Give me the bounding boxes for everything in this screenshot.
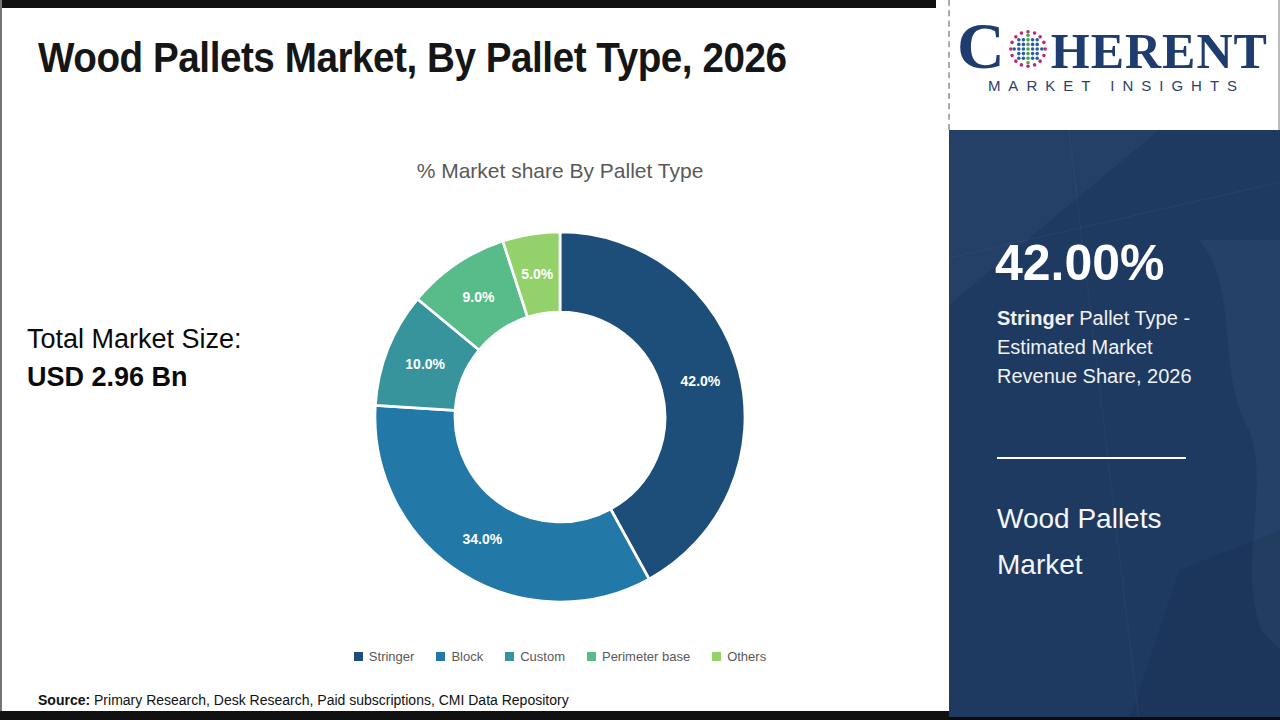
legend-swatch: [505, 652, 514, 661]
legend-label: Stringer: [369, 649, 415, 664]
top-border-bar: [0, 0, 936, 8]
logo-letter-c: C: [957, 20, 1005, 73]
divider-line: [997, 457, 1186, 459]
logo-wordmark: C HERENT: [955, 20, 1270, 73]
bottom-border-bar: [0, 711, 949, 720]
total-market-size-value: USD 2.96 Bn: [27, 362, 188, 393]
legend-item-others: Others: [712, 649, 766, 664]
dashed-separator: [948, 0, 950, 130]
legend-item-custom: Custom: [505, 649, 565, 664]
legend-label: Perimeter base: [602, 649, 690, 664]
legend-item-stringer: Stringer: [354, 649, 415, 664]
source-text: Primary Research, Desk Research, Paid su…: [90, 692, 569, 708]
world-map-texture: [949, 130, 1280, 720]
donut-slice-block: [375, 405, 649, 602]
donut-slice-label: 42.0%: [681, 373, 721, 389]
donut-slice-label: 34.0%: [462, 531, 502, 547]
legend-swatch: [436, 652, 445, 661]
legend-item-perimeter-base: Perimeter base: [587, 649, 690, 664]
left-border-bar: [0, 0, 2, 720]
legend-label: Others: [727, 649, 766, 664]
donut-slice-label: 5.0%: [521, 266, 553, 282]
logo-letters-rest: HERENT: [1051, 29, 1268, 73]
legend-swatch: [587, 652, 596, 661]
legend-label: Block: [451, 649, 483, 664]
total-market-size-label: Total Market Size:: [27, 324, 242, 355]
chart-legend: Stringer Block Custom Perimeter base Others: [110, 649, 1010, 664]
chart-title: % Market share By Pallet Type: [260, 159, 860, 183]
legend-swatch: [354, 652, 363, 661]
highlight-panel: 42.00% Stringer Pallet Type - Estimated …: [949, 130, 1280, 720]
coherent-globe-icon: [1006, 27, 1050, 71]
donut-slice-label: 9.0%: [463, 289, 495, 305]
donut-slice-label: 10.0%: [405, 356, 445, 372]
legend-label: Custom: [520, 649, 565, 664]
coherent-market-insights-logo: C HERENT MARKET INSIGHTS: [955, 20, 1270, 94]
source-note: Source: Primary Research, Desk Research,…: [38, 692, 569, 708]
legend-item-block: Block: [436, 649, 483, 664]
highlight-percentage: 42.00%: [995, 234, 1165, 292]
highlight-description: Stringer Pallet Type - Estimated Market …: [997, 304, 1219, 391]
highlight-segment-name: Stringer: [997, 307, 1074, 329]
report-market-name: Wood Pallets Market: [997, 496, 1207, 588]
legend-swatch: [712, 652, 721, 661]
donut-chart: 42.0% 34.0% 10.0% 9.0% 5.0%: [360, 217, 760, 617]
page-title: Wood Pallets Market, By Pallet Type, 202…: [38, 34, 787, 82]
source-label: Source:: [38, 692, 90, 708]
logo-tagline: MARKET INSIGHTS: [955, 77, 1270, 94]
